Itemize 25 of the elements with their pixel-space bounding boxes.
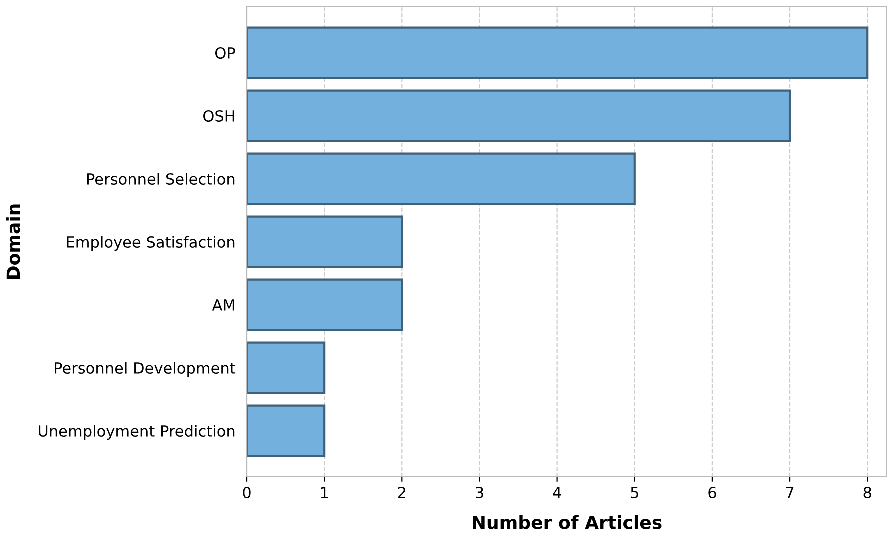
x-tick-label: 5	[631, 487, 638, 499]
y-axis-title: Domain	[6, 204, 20, 280]
bar	[247, 26, 869, 80]
y-tick-label: Unemployment Prediction	[39, 425, 235, 440]
bar	[247, 278, 404, 332]
x-tick-label: 3	[476, 486, 484, 499]
y-tick-label: Employee Satisfaction	[67, 236, 235, 251]
bar	[247, 152, 636, 206]
x-tick-label: 6	[708, 486, 716, 499]
x-tick-label: 8	[864, 486, 872, 499]
y-tick-label: OSH	[204, 110, 234, 122]
bar	[247, 216, 404, 268]
x-tick-label: 7	[786, 487, 794, 498]
x-tick-label: 4	[553, 487, 562, 498]
y-tick-label: Personnel Selection	[87, 173, 235, 186]
y-tick-label: Personnel Development	[55, 362, 236, 377]
bar	[247, 90, 792, 142]
x-tick-label: 1	[321, 487, 328, 498]
y-tick-label: OP	[216, 47, 236, 60]
x-tick-label: 2	[398, 486, 406, 498]
x-tick-label: 0	[243, 486, 251, 499]
y-tick-label: AM	[212, 300, 234, 311]
x-axis-title: Number of Articles	[473, 515, 662, 530]
bar	[247, 342, 326, 394]
bar	[247, 404, 326, 458]
